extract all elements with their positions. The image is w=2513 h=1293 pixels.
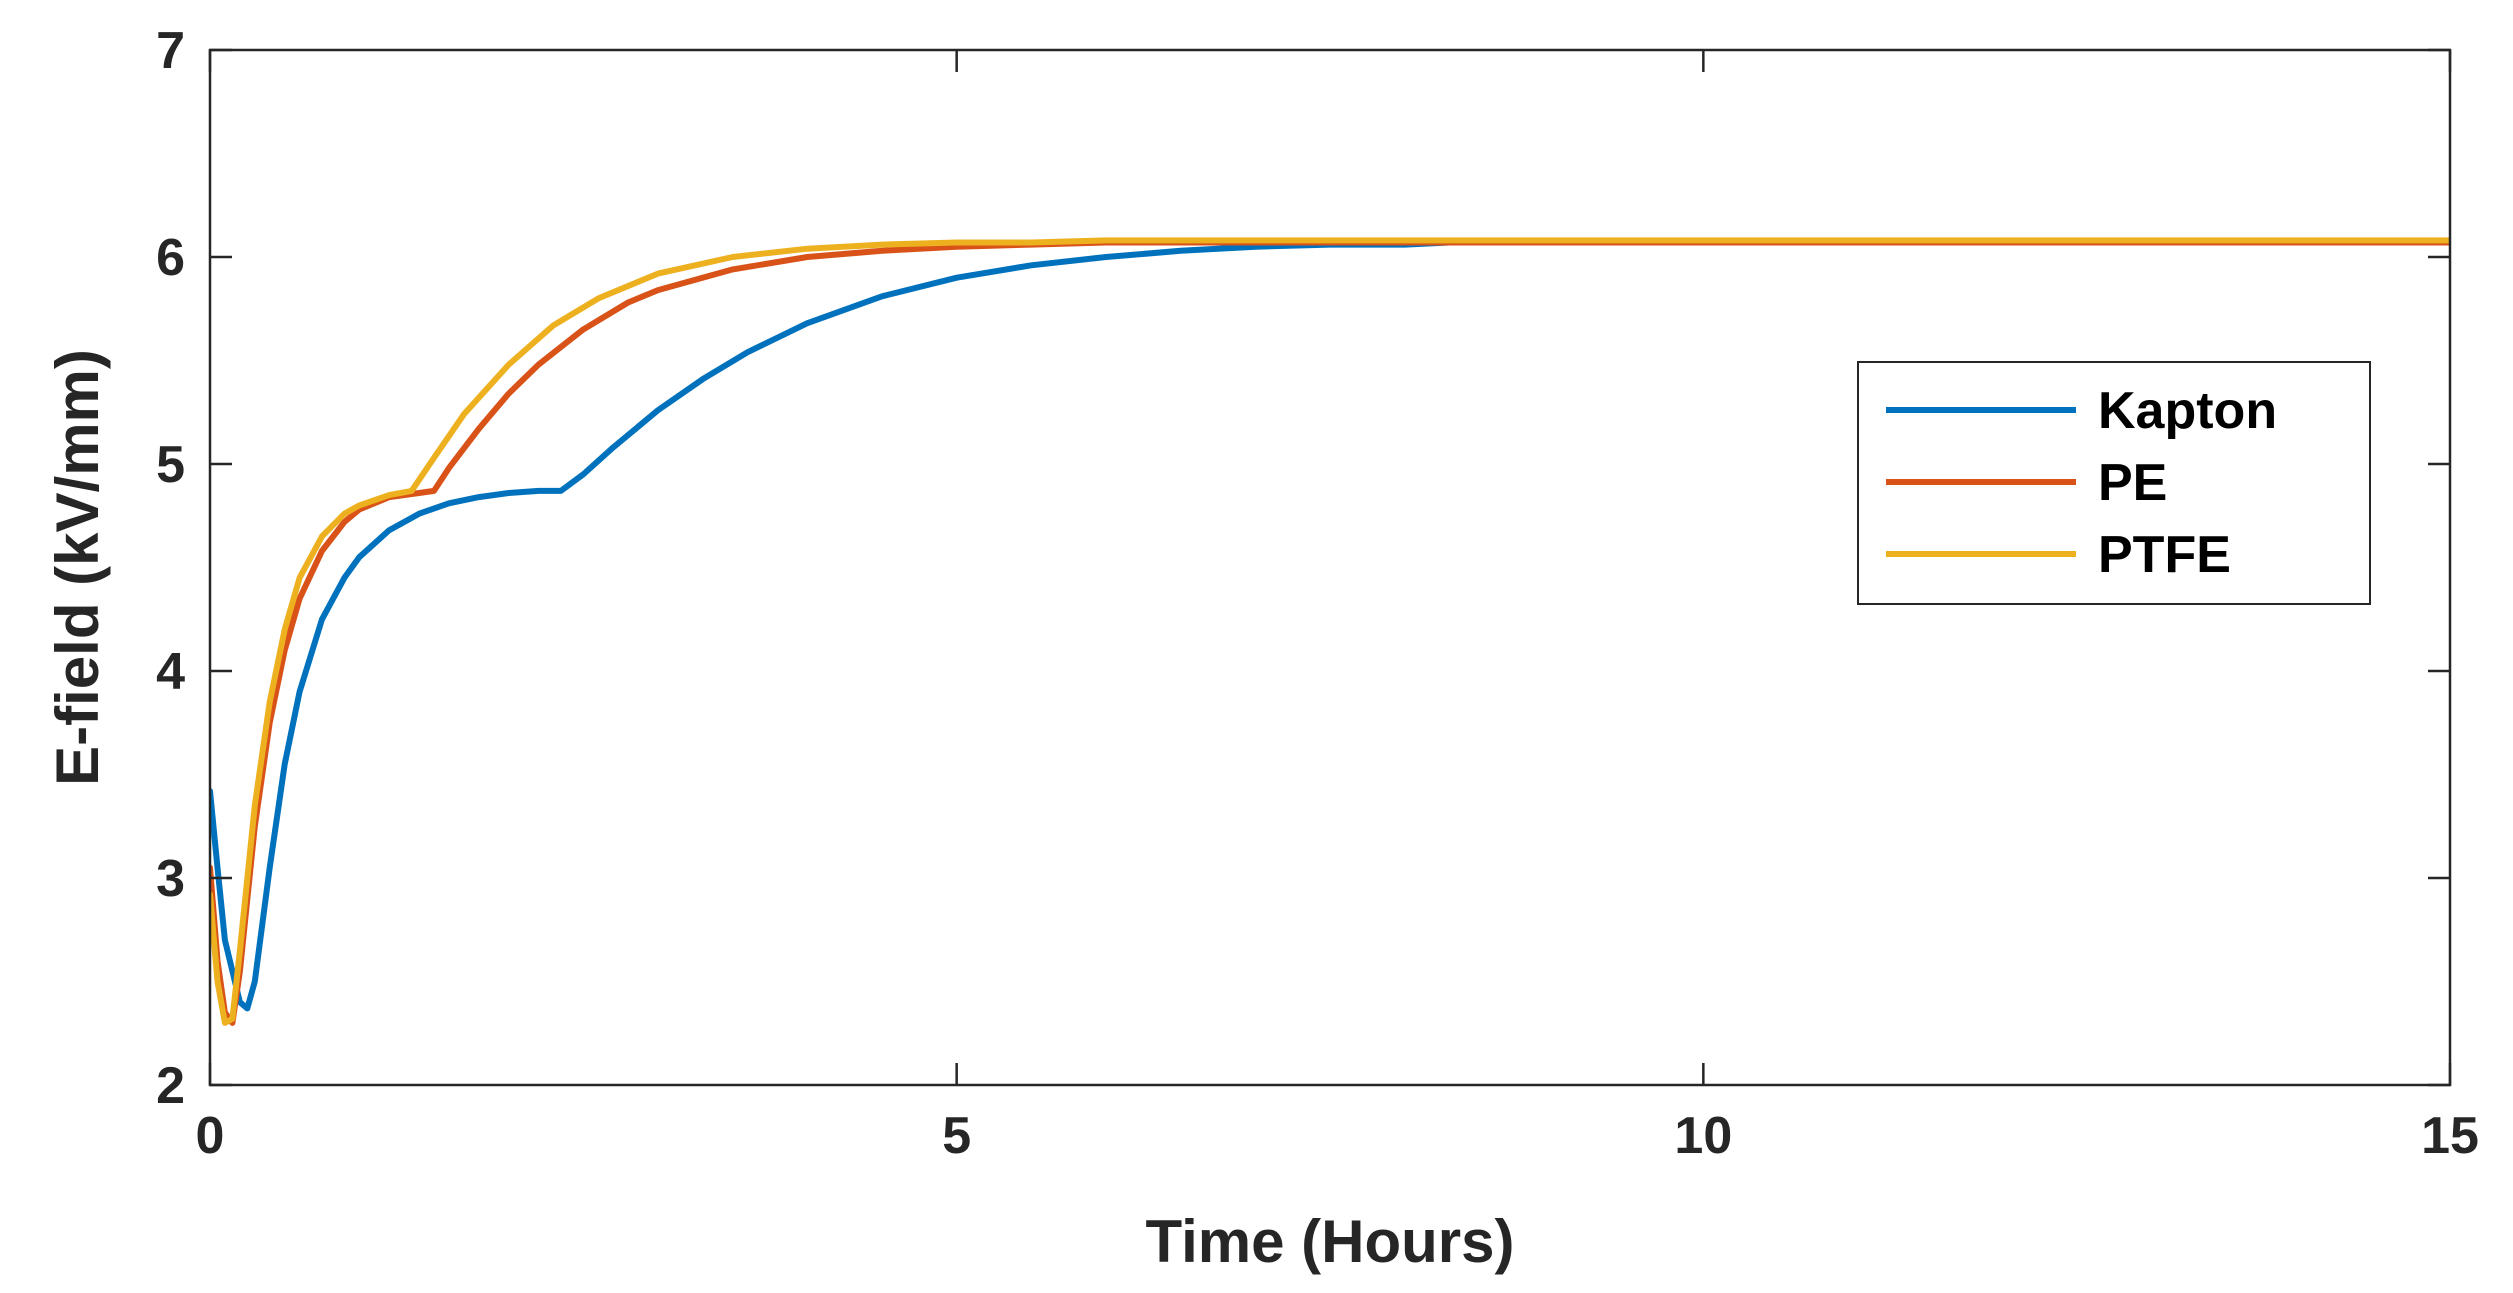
plot-area-box — [208, 48, 2452, 1087]
y-tick-label: 3 — [156, 850, 185, 908]
y-tick-label: 7 — [156, 22, 185, 80]
legend-label: PE — [2098, 454, 2167, 512]
y-tick-label: 4 — [156, 643, 185, 701]
y-tick-label: 2 — [156, 1057, 185, 1115]
y-axis-title: E-field (kV/mm) — [44, 349, 111, 786]
x-tick-label: 0 — [196, 1107, 225, 1165]
x-tick-label: 5 — [942, 1107, 971, 1165]
series-line-ptfe — [210, 237, 2450, 1026]
x-axis-title: Time (Hours) — [1146, 1208, 1515, 1275]
legend-label: PTFE — [2098, 526, 2231, 584]
y-tick-label: 5 — [156, 436, 185, 494]
x-tick-label: 10 — [1674, 1107, 1732, 1165]
series-line-kapton — [210, 239, 1453, 1012]
series-line-pe — [210, 239, 2450, 1026]
legend-label: Kapton — [2098, 382, 2277, 440]
y-tick-label: 6 — [156, 229, 185, 287]
x-tick-label: 15 — [2421, 1107, 2479, 1165]
